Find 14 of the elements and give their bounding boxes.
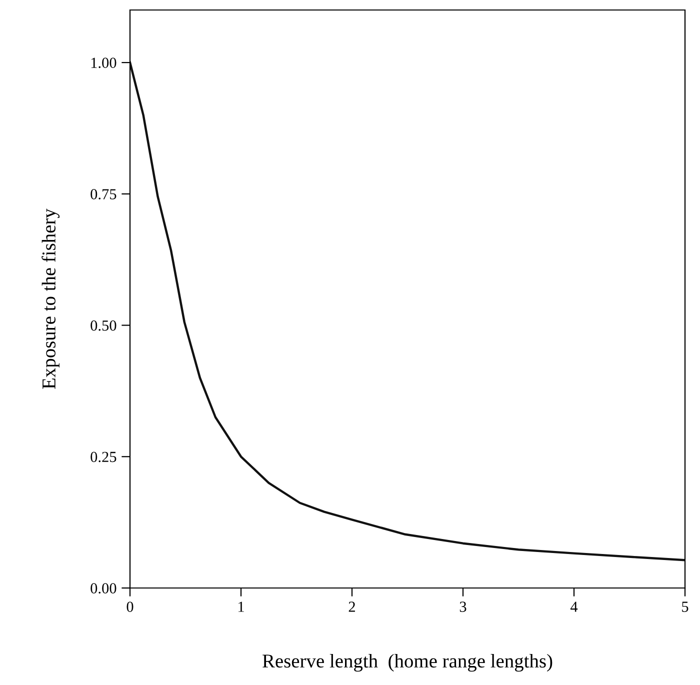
y-tick-label: 0.50 [90,320,116,331]
y-tick-label: 1.00 [91,58,116,68]
y-tick-label: 0.00 [90,583,116,594]
x-tick-label: 5 [682,602,688,612]
y-tick-label: 0.25 [90,452,116,462]
y-tick-label: 0.75 [90,189,116,200]
line-series [130,61,685,562]
x-tick-label: 3 [460,602,466,612]
x-tick-label: 2 [348,602,355,612]
x-tick-label: 1 [238,602,244,612]
x-axis-title: Reserve length (home range lengths) [262,654,552,672]
x-tick-label: 0 [126,602,134,612]
y-axis-title: Exposure to the fishery [42,208,60,389]
x-tick-label: 4 [570,602,578,612]
